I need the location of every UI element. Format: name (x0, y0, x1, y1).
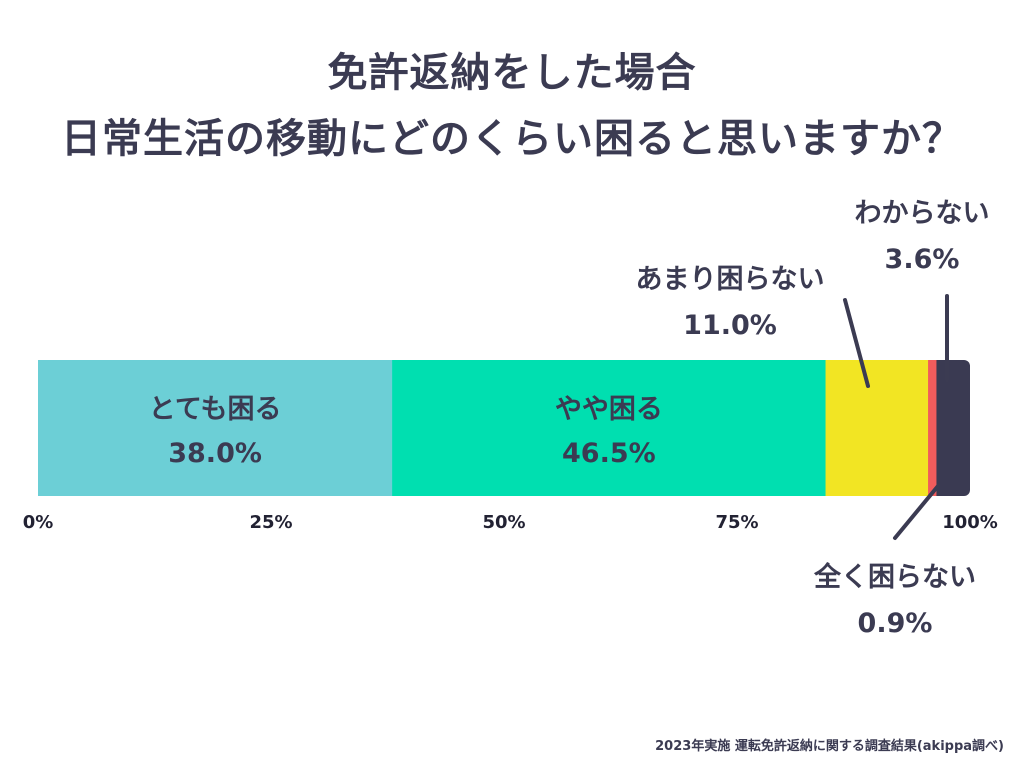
x-tick-label-100: 100% (942, 512, 998, 533)
x-tick-label-0: 0% (23, 512, 54, 533)
chart-title-line1: 免許返納をした場合 (327, 50, 697, 96)
callout-value-label-3: 11.0% (683, 310, 777, 341)
x-tick-label-25: 25% (249, 512, 292, 533)
bar-segment-3 (825, 360, 929, 496)
callout-value-label-4: 0.9% (858, 608, 933, 639)
segment-value-label-1: 38.0% (168, 438, 262, 469)
callout-name-label-4: 全く困らない (813, 561, 976, 593)
bar-group (38, 360, 970, 496)
bar-segment-1 (38, 360, 393, 496)
source-footnote: 2023年実施 運転免許返納に関する調査結果(akippa調べ) (655, 739, 1004, 754)
callout-name-label-5: わからない (855, 198, 990, 229)
bar-left-edge (38, 360, 48, 496)
bar-segment-5 (936, 360, 970, 496)
callout-line-4 (893, 484, 940, 540)
segment-value-label-2: 46.5% (562, 438, 656, 469)
segment-name-label-1: とても困る (149, 394, 282, 425)
segment-name-label-2: やや困る (555, 394, 663, 425)
callout-name-label-3: あまり困らない (636, 264, 825, 295)
x-tick-label-50: 50% (482, 512, 525, 533)
callout-value-label-5: 3.6% (885, 244, 960, 275)
chart-title-line2: 日常生活の移動にどのくらい困ると思いますか？ (61, 116, 963, 162)
bar-segment-2 (392, 360, 827, 496)
callout-line-3 (843, 298, 870, 388)
bar-segment-4 (928, 360, 937, 496)
x-tick-label-75: 75% (715, 512, 758, 533)
